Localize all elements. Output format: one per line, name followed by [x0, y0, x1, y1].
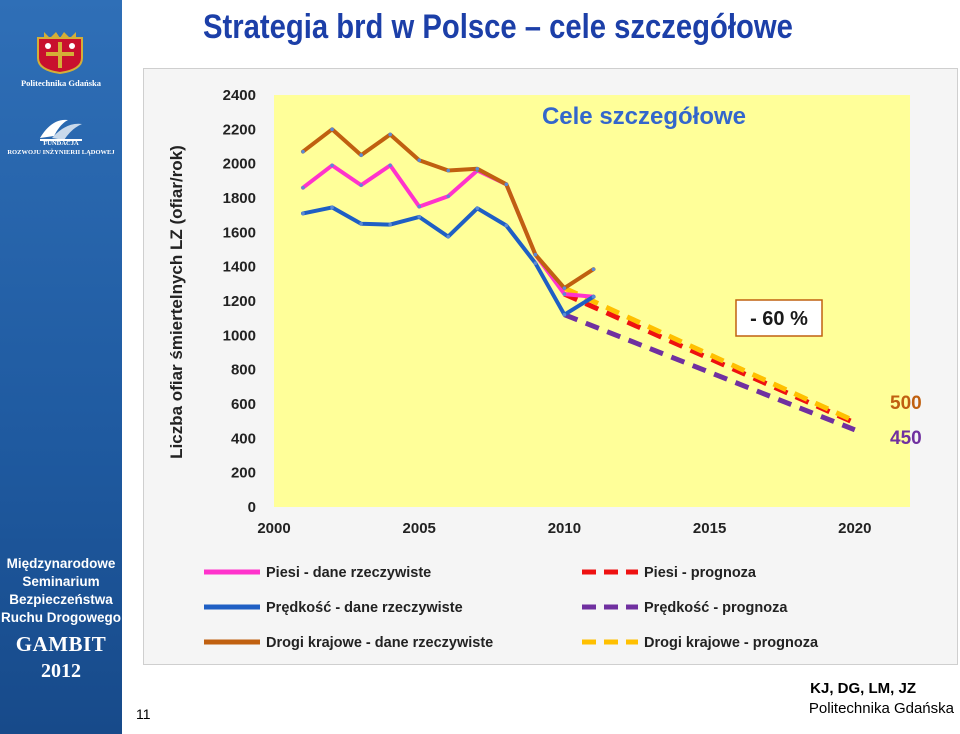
y-axis-label: Liczba ofiar śmiertelnych LZ (ofiar/rok) [167, 145, 186, 459]
x-tick-label: 2020 [838, 520, 871, 537]
y-tick-label: 600 [231, 396, 256, 413]
legend-label: Piesi - prognoza [644, 565, 757, 581]
event-name: GAMBIT [15, 632, 107, 656]
y-tick-label: 400 [231, 430, 256, 447]
data-point [504, 223, 509, 228]
y-tick-label: 1400 [223, 259, 256, 276]
foundation-logo-icon [40, 119, 82, 141]
y-tick-label: 200 [231, 465, 256, 482]
reduction-box [735, 299, 823, 337]
data-point [562, 312, 567, 317]
legend-label: Drogi krajowe - prognoza [644, 635, 819, 651]
data-point [301, 185, 305, 190]
data-point [533, 261, 538, 266]
chart-title: Cele szczegółowe [542, 103, 746, 130]
data-point [359, 153, 363, 157]
university-crest-icon [37, 32, 83, 74]
foundation-label-1: FUNDACJA [43, 140, 79, 147]
data-point [417, 215, 422, 219]
y-tick-label: 2000 [223, 156, 256, 173]
data-point [388, 132, 392, 137]
chart: Cele szczegółowe Liczba ofiar śmiertelny… [167, 87, 922, 651]
data-point [301, 211, 305, 216]
x-tick-label: 2000 [257, 520, 290, 537]
event-year: 2012 [41, 660, 81, 682]
legend: Piesi - dane rzeczywiste Prędkość - dane … [204, 565, 819, 651]
data-point [417, 204, 422, 209]
seminar-line-4: Ruchu Drogowego [1, 610, 121, 625]
x-tick-label: 2015 [693, 520, 726, 537]
data-point [301, 149, 305, 154]
reduction-label: - 60 % [750, 308, 808, 330]
institution-label: Politechnika Gdańska [20, 78, 102, 88]
data-point [446, 234, 451, 239]
foundation-label-2: ROZWOJU INŻYNIERII LĄDOWEJ [7, 149, 115, 156]
data-point [330, 127, 334, 132]
data-point [591, 294, 596, 299]
data-point [446, 168, 451, 173]
page-title: Strategia brd w Polsce – cele szczegółow… [203, 8, 793, 46]
data-point [591, 267, 596, 272]
x-ticks: 2000 2005 2010 2015 2020 [257, 520, 871, 537]
chart-frame: Cele szczegółowe Liczba ofiar śmiertelny… [143, 68, 958, 665]
data-point [475, 167, 480, 171]
data-point [359, 221, 363, 226]
end-value-label: 500 [890, 393, 922, 414]
sidebar: Politechnika Gdańska FUNDACJA ROZWOJU IN… [0, 0, 122, 734]
data-point [562, 286, 567, 290]
seminar-line-1: Międzynarodowe [6, 556, 116, 571]
data-point [562, 292, 567, 296]
legend-label: Piesi - dane rzeczywiste [266, 565, 431, 581]
authors: KJ, DG, LM, JZ [810, 680, 916, 697]
slide-number: 11 [136, 706, 151, 722]
x-tick-label: 2005 [403, 520, 436, 537]
series-line [563, 291, 856, 426]
y-tick-label: 0 [248, 499, 256, 516]
series-line [563, 312, 856, 433]
series-layer [301, 127, 856, 433]
data-point [475, 206, 480, 211]
seminar-line-2: Seminarium [22, 574, 100, 589]
y-tick-label: 2400 [223, 87, 256, 104]
y-tick-label: 1000 [223, 327, 256, 344]
x-tick-label: 2010 [548, 520, 581, 537]
legend-label: Prędkość - dane rzeczywiste [266, 600, 463, 616]
y-ticks: 0 200 400 600 800 1000 1200 1400 1600 1800 2000 220… [223, 87, 256, 516]
series-line [563, 285, 856, 424]
end-labels: 500 450 [890, 393, 922, 449]
y-tick-label: 2200 [223, 121, 256, 138]
y-tick-label: 1800 [223, 190, 256, 207]
data-point [359, 183, 363, 187]
legend-label: Prędkość - prognoza [644, 600, 788, 616]
legend-label: Drogi krajowe - dane rzeczywiste [266, 635, 493, 651]
y-tick-label: 1600 [223, 224, 256, 241]
data-point [330, 205, 334, 210]
data-point [388, 222, 392, 227]
seminar-line-3: Bezpieczeństwa [9, 592, 113, 607]
affiliation: Politechnika Gdańska [808, 700, 954, 717]
data-point [330, 163, 334, 168]
data-point [446, 194, 451, 199]
data-point [533, 252, 538, 257]
data-point [417, 158, 422, 163]
end-value-label: 450 [890, 428, 922, 449]
data-point [388, 163, 392, 168]
y-tick-label: 1200 [223, 293, 256, 310]
y-tick-label: 800 [231, 362, 256, 379]
data-point [504, 182, 509, 187]
